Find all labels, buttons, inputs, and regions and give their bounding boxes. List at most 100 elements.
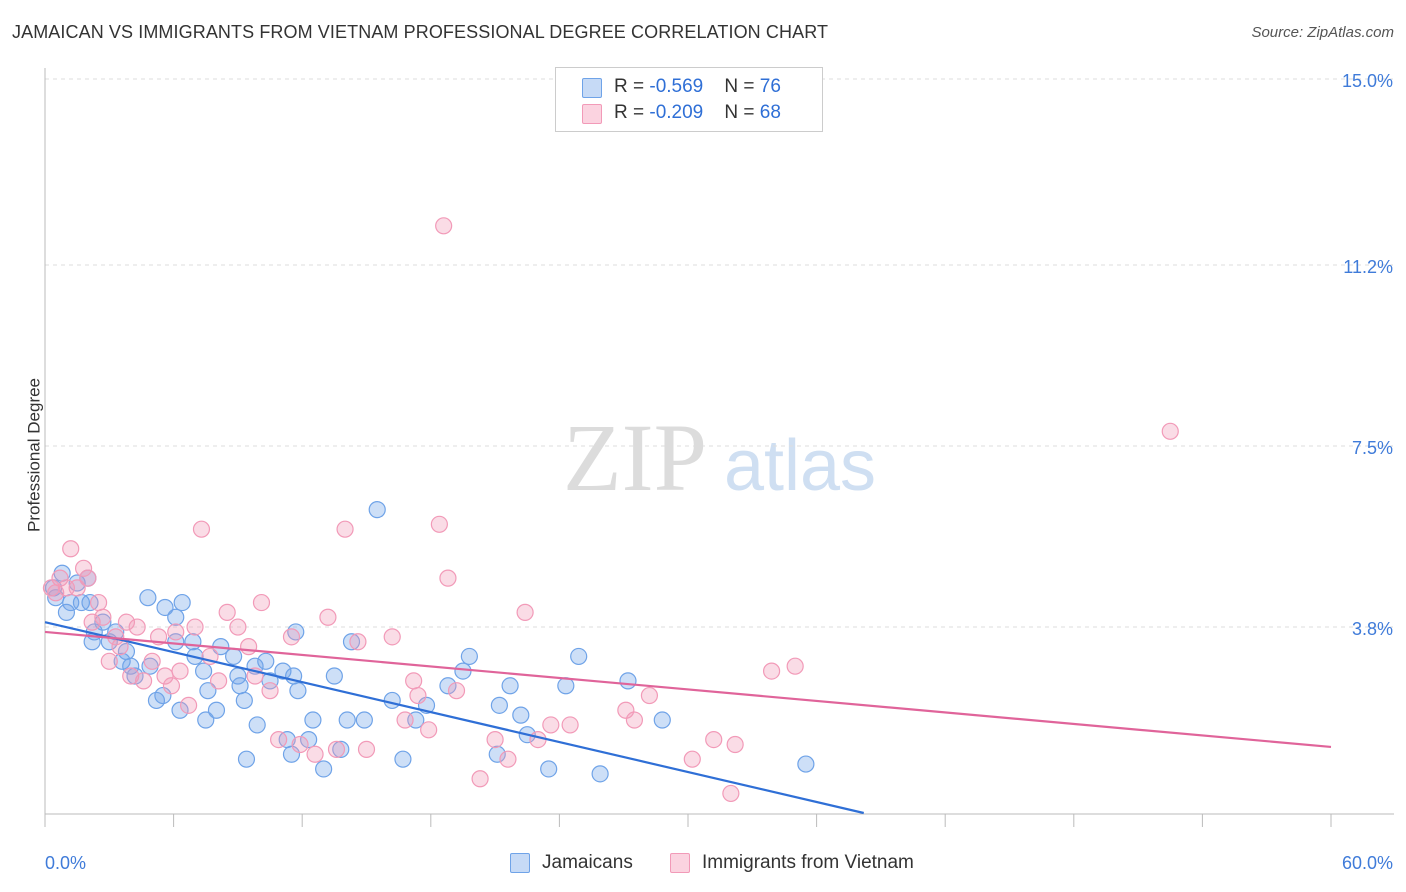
vietnam-point [683, 750, 701, 768]
legend-swatch-jamaicans [582, 78, 602, 98]
jamaicans-point [156, 598, 174, 617]
jamaicans-point [300, 730, 318, 749]
legend-r-value: -0.569 [649, 76, 704, 97]
jamaicans-point [113, 652, 131, 670]
legend-n-value: 76 [759, 76, 781, 97]
vietnam-point [167, 623, 185, 641]
vietnam-point [306, 745, 324, 763]
y-tick-label: 15.0% [1342, 71, 1393, 91]
jamaicans-point [570, 647, 588, 666]
jamaicans-point [501, 677, 519, 695]
jamaicans-point [591, 765, 609, 783]
legend-r-label: R = [614, 76, 650, 97]
jamaicans-point [171, 701, 189, 719]
jamaicans-point [199, 682, 217, 700]
jamaicans-point [235, 691, 253, 710]
vietnam-point [327, 740, 346, 758]
jamaicans-point [653, 711, 671, 729]
jamaicans-point [797, 755, 815, 773]
watermark-zip: ZIP [563, 404, 707, 511]
y-tick-label: 3.8% [1352, 619, 1393, 639]
vietnam-point [79, 569, 97, 587]
vietnam-point [1161, 422, 1179, 440]
jamaicans-point [154, 686, 172, 705]
grid-lines [45, 78, 1394, 628]
vietnam-point [420, 721, 438, 739]
jamaicans-point [315, 760, 333, 778]
jamaicans-point [460, 647, 478, 666]
vietnam-point [62, 540, 80, 558]
jamaicans-point [325, 667, 343, 685]
jamaicans-point [184, 633, 202, 651]
vietnam-point [210, 672, 228, 690]
jamaicans-point [512, 706, 530, 724]
jamaicans-point [439, 677, 457, 695]
jamaicans-point [619, 672, 637, 690]
legend-r-label: R = [614, 102, 650, 123]
vietnam-point [529, 730, 547, 749]
vietnam-point [430, 515, 448, 533]
jamaicans-point [282, 745, 301, 763]
vietnam-point [336, 520, 354, 538]
data-points [42, 217, 1179, 803]
jamaicans-point [342, 633, 361, 651]
vietnam-point [561, 716, 579, 734]
legend-swatch-jamaicans [510, 853, 530, 873]
vietnam-point [100, 652, 118, 670]
legend-n-label: N = [724, 102, 760, 123]
vietnam-point [282, 628, 301, 646]
jamaicans-point [207, 701, 226, 719]
legend-n-label: N = [724, 76, 760, 97]
vietnam-point [229, 618, 247, 636]
vietnam-point [762, 662, 781, 680]
correlation-legend: R = -0.569 N = 76 R = -0.209 N = 68 [555, 67, 823, 132]
jamaicans-point [139, 589, 157, 607]
legend-swatch-vietnam [670, 853, 690, 873]
vietnam-point [270, 730, 288, 749]
jamaicans-point [167, 633, 185, 651]
vietnam-point [349, 633, 367, 651]
jamaicans-point [490, 696, 508, 714]
jamaicans-point [167, 608, 185, 626]
jamaicans-point [338, 711, 356, 729]
vietnam-point [471, 770, 489, 788]
source-label: Source: ZipAtlas.com [1251, 24, 1394, 41]
legend-n-value: 68 [759, 102, 781, 123]
vietnam-point [143, 652, 161, 670]
jamaicans-point [248, 716, 266, 734]
jamaicans-point [197, 711, 215, 729]
y-tick-label: 7.5% [1352, 438, 1393, 458]
vietnam-trend-line [44, 630, 1332, 749]
legend-label-vietnam: Immigrants from Vietnam [702, 852, 914, 873]
vietnam-point [625, 711, 644, 729]
vietnam-point [617, 701, 635, 719]
vietnam-point [218, 603, 236, 621]
jamaicans-point [304, 711, 322, 729]
vietnam-point [439, 569, 457, 587]
vietnam-point [726, 735, 744, 754]
jamaicans-point [274, 662, 292, 680]
jamaicans-point [289, 682, 307, 700]
y-tick-label: 11.2% [1343, 257, 1393, 277]
vietnam-point [74, 559, 93, 577]
vietnam-point [705, 730, 723, 749]
jamaicans-point [394, 750, 412, 768]
vietnam-point [89, 593, 108, 612]
jamaicans-point [231, 677, 249, 695]
jamaicans-point [173, 593, 191, 612]
chart-title: JAMAICAN VS IMMIGRANTS FROM VIETNAM PROF… [12, 22, 829, 42]
vietnam-point [192, 520, 211, 538]
vietnam-point [542, 716, 560, 734]
jamaicans-point [368, 501, 386, 519]
vietnam-point [68, 579, 86, 597]
vietnam-point [383, 628, 401, 646]
jamaicans-point [126, 667, 144, 685]
tick-labels: 3.8% 7.5% 11.2% 15.0% 0.0% 60.0% [45, 71, 1393, 873]
jamaicans-point [57, 603, 76, 621]
vietnam-point [396, 711, 414, 729]
legend-r-value: -0.209 [649, 102, 704, 123]
vietnam-point [180, 696, 198, 714]
jamaicans-point [195, 662, 213, 680]
legend-swatch-vietnam [582, 104, 602, 124]
